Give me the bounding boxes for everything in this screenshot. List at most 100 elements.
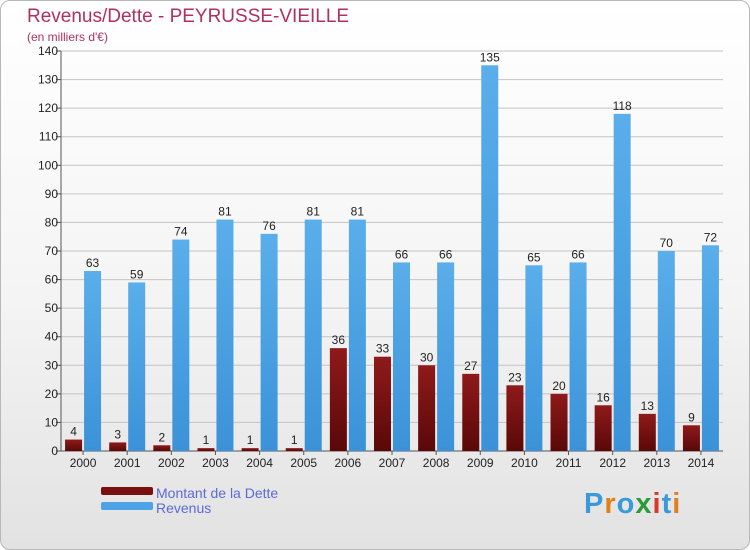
data-label-revenus: 81 (351, 205, 365, 219)
y-tick-label: 10 (45, 415, 59, 429)
x-tick-label: 2002 (158, 456, 185, 470)
y-tick-label: 60 (45, 273, 59, 287)
data-label-dette: 9 (688, 410, 695, 424)
x-tick-label: 2013 (643, 456, 670, 470)
bar-dette (153, 445, 171, 451)
x-tick-label: 2007 (379, 456, 406, 470)
y-tick-label: 140 (38, 44, 58, 58)
x-tick-label: 2004 (246, 456, 273, 470)
data-label-dette: 1 (291, 433, 298, 447)
data-label-dette: 16 (596, 390, 610, 404)
bar-dette (506, 385, 524, 451)
y-tick-label: 50 (45, 301, 59, 315)
data-label-revenus: 66 (439, 247, 453, 261)
chart-title: Revenus/Dette - PEYRUSSE-VIEILLE (27, 6, 350, 27)
bar-dette (550, 393, 568, 451)
bar-dette (65, 439, 83, 451)
x-tick-label: 2008 (423, 456, 450, 470)
y-tick-label: 80 (45, 215, 59, 229)
x-tick-label: 2003 (202, 456, 229, 470)
bar-dette (197, 448, 215, 451)
bar-revenus (172, 239, 190, 451)
logo-letter: i (672, 488, 682, 520)
bar-revenus (481, 65, 499, 452)
proxiti-logo: Proxiti (584, 488, 681, 521)
data-label-dette: 1 (203, 433, 210, 447)
data-label-revenus: 72 (704, 230, 718, 244)
y-tick-label: 120 (38, 101, 58, 115)
data-label-dette: 13 (641, 399, 655, 413)
data-label-revenus: 63 (86, 256, 100, 270)
x-tick-label: 2014 (688, 456, 715, 470)
bar-dette (418, 365, 436, 451)
data-label-dette: 4 (70, 425, 77, 439)
bar-revenus (701, 245, 719, 451)
data-label-dette: 20 (552, 379, 566, 393)
bar-revenus (569, 262, 587, 451)
bar-revenus (393, 262, 410, 451)
x-tick-label: 2010 (511, 456, 538, 470)
bar-dette (462, 373, 480, 451)
logo-letter: o (616, 488, 636, 520)
legend-label-dette: Montant de la Dette (156, 485, 279, 501)
data-label-dette: 27 (464, 359, 478, 373)
logo-letter: r (604, 488, 617, 520)
y-tick-label: 70 (45, 244, 59, 258)
bar-revenus (525, 265, 543, 451)
data-label-dette: 1 (247, 433, 254, 447)
bar-revenus (613, 113, 631, 451)
bar-revenus (348, 219, 366, 451)
y-tick-label: 20 (45, 387, 59, 401)
x-tick-label: 2009 (467, 456, 494, 470)
bar-dette (285, 448, 303, 451)
x-tick-label: 2011 (556, 456, 582, 470)
bar-dette (241, 448, 259, 451)
chart-subtitle: (en milliers d'€) (27, 30, 108, 44)
bar-dette (682, 425, 700, 451)
data-label-revenus: 74 (174, 225, 188, 239)
logo-letter: P (584, 488, 605, 520)
logo-letter: i (652, 488, 662, 520)
y-tick-label: 30 (45, 358, 59, 372)
y-tick-label: 40 (45, 330, 59, 344)
data-label-dette: 23 (508, 370, 522, 384)
x-tick-label: 2012 (599, 456, 626, 470)
data-label-revenus: 70 (660, 236, 674, 250)
data-label-dette: 3 (114, 427, 121, 441)
bar-dette (594, 405, 612, 451)
bar-revenus (260, 233, 278, 451)
y-tick-label: 0 (51, 444, 58, 458)
data-label-dette: 30 (420, 350, 434, 364)
data-label-dette: 36 (332, 333, 346, 347)
data-label-revenus: 66 (571, 247, 585, 261)
data-label-revenus: 76 (262, 219, 276, 233)
data-label-revenus: 135 (480, 50, 500, 64)
bar-revenus (128, 282, 146, 451)
data-label-revenus: 81 (218, 205, 232, 219)
data-label-dette: 2 (158, 430, 165, 444)
y-tick-label: 100 (38, 158, 58, 172)
x-tick-label: 2005 (290, 456, 317, 470)
data-label-revenus: 65 (527, 250, 541, 264)
bar-dette (638, 413, 656, 451)
data-label-revenus: 59 (130, 267, 144, 281)
data-label-dette: 33 (376, 342, 390, 356)
data-label-revenus: 81 (307, 205, 321, 219)
bar-revenus (304, 219, 322, 451)
logo-letter: x (635, 488, 653, 520)
bar-revenus (437, 262, 455, 451)
y-tick-label: 110 (39, 130, 58, 144)
bar-dette (329, 348, 347, 451)
bar-revenus (84, 271, 102, 451)
x-tick-label: 2000 (70, 456, 97, 470)
legend-swatch-dette (101, 487, 153, 495)
bar-dette (374, 356, 391, 451)
x-tick-label: 2006 (335, 456, 362, 470)
bar-revenus (657, 251, 675, 451)
legend-swatch-revenus (101, 502, 153, 510)
bar-revenus (216, 219, 234, 451)
y-tick-label: 90 (45, 187, 59, 201)
y-tick-label: 130 (38, 73, 58, 87)
